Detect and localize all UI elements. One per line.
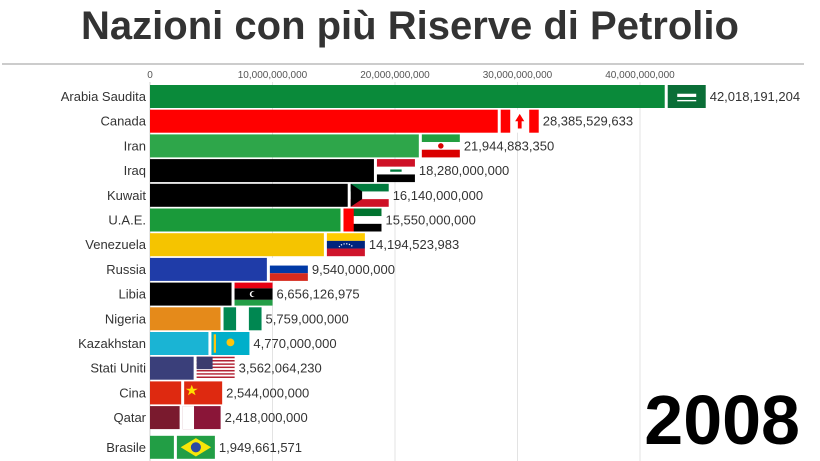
flag-icon-libya — [234, 282, 273, 306]
flag-icon-canada — [500, 109, 539, 133]
flag-icon-usa — [196, 356, 235, 380]
category-label: Iran — [124, 138, 146, 153]
category-label: Canada — [100, 114, 146, 129]
value-label: 28,385,529,633 — [543, 114, 633, 129]
bar — [150, 381, 182, 405]
value-label: 15,550,000,000 — [385, 213, 475, 228]
x-tick-label: 20,000,000,000 — [360, 70, 430, 81]
value-label: 6,656,126,975 — [277, 287, 360, 302]
bar — [150, 406, 180, 430]
value-label: 42,018,191,204 — [710, 89, 800, 104]
category-label: Nigeria — [105, 311, 147, 326]
bar — [150, 183, 348, 207]
category-label: Libia — [119, 287, 147, 302]
x-tick-label: 10,000,000,000 — [238, 70, 308, 81]
value-label: 9,540,000,000 — [312, 262, 395, 277]
flag-icon-iran — [421, 134, 460, 158]
category-label: Brasile — [106, 440, 146, 455]
value-label: 21,944,883,350 — [464, 138, 554, 153]
category-label: Qatar — [113, 410, 146, 425]
bar — [150, 134, 419, 158]
category-label: U.A.E. — [108, 213, 146, 228]
value-label: 5,759,000,000 — [266, 311, 349, 326]
flag-icon-kazakhstan — [211, 332, 250, 355]
bar — [150, 332, 209, 355]
year-label: 2008 — [644, 381, 800, 459]
flag-icon-brazil — [176, 435, 215, 459]
value-label: 2,418,000,000 — [225, 410, 308, 425]
x-tick-label: 30,000,000,000 — [483, 70, 553, 81]
value-label: 1,949,661,571 — [219, 440, 302, 455]
category-label: Stati Uniti — [90, 361, 146, 376]
flag-icon-uae — [343, 208, 382, 232]
bar — [150, 282, 232, 306]
flag-icon-iraq — [376, 159, 415, 183]
bar — [150, 257, 267, 281]
bar — [150, 109, 498, 133]
value-label: 18,280,000,000 — [419, 163, 509, 178]
chart-title: Nazioni con più Riserve di Petrolio — [81, 4, 739, 48]
value-label: 2,544,000,000 — [226, 385, 309, 400]
flag-icon-kuwait — [350, 183, 389, 207]
category-label: Arabia Saudita — [61, 89, 147, 104]
value-label: 16,140,000,000 — [393, 188, 483, 203]
category-label: Russia — [106, 262, 147, 277]
bar — [150, 159, 374, 183]
flag-icon-venezuela — [326, 233, 365, 257]
flag-icon-russia — [269, 257, 308, 281]
category-label: Venezuela — [85, 237, 146, 252]
value-label: 4,770,000,000 — [253, 336, 336, 351]
category-label: Kuwait — [107, 188, 146, 203]
bar — [150, 208, 341, 232]
x-tick-label: 0 — [147, 70, 153, 81]
category-label: Kazakhstan — [78, 336, 146, 351]
bar — [150, 307, 221, 331]
value-label: 3,562,064,230 — [239, 361, 322, 376]
bar — [150, 356, 194, 380]
bar — [150, 435, 174, 459]
bar — [150, 85, 665, 108]
flag-icon-nigeria — [223, 307, 262, 331]
category-label: Iraq — [124, 163, 146, 178]
flag-icon-china — [184, 381, 223, 405]
flag-icon-qatar — [182, 406, 221, 430]
value-label: 14,194,523,983 — [369, 237, 459, 252]
category-label: Cina — [119, 385, 147, 400]
x-tick-label: 40,000,000,000 — [605, 70, 675, 81]
bar — [150, 233, 324, 257]
flag-icon-saudi-arabia — [667, 85, 706, 108]
